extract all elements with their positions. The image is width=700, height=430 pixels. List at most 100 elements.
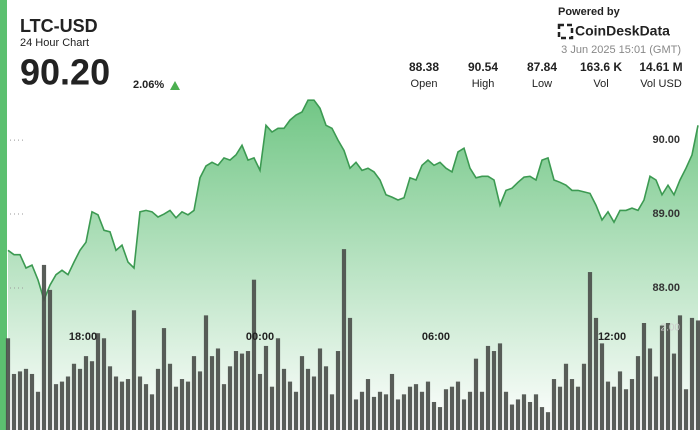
volume-bar: [161, 328, 167, 430]
volume-bar: [17, 371, 23, 430]
volume-bar: [215, 348, 221, 430]
volume-bar: [683, 389, 689, 430]
volume-bar: [233, 351, 239, 430]
volume-bar: [383, 394, 389, 430]
volume-bar: [599, 343, 605, 430]
change: 2.06%: [133, 79, 164, 91]
timestamp: 3 Jun 2025 15:01 (GMT): [561, 44, 681, 56]
volume-bar: [191, 356, 197, 430]
volume-bar: [677, 315, 683, 430]
volume-bar: [653, 376, 659, 430]
volume-bar: [251, 279, 257, 430]
y-tick-label: 90.00: [652, 134, 680, 146]
x-tick-label: 00:00: [246, 331, 274, 343]
volume-bar: [413, 384, 419, 430]
volume-bar: [83, 356, 89, 430]
volume-bar: [11, 373, 17, 430]
volume-bar: [569, 379, 575, 430]
volume-bar: [155, 368, 161, 430]
price-area: [8, 100, 698, 430]
x-tick-label: 12:00: [598, 331, 626, 343]
volume-bar: [647, 348, 653, 430]
volume-bar: [35, 391, 41, 430]
volume-bar: [407, 386, 413, 430]
stats: 88.38 Open 90.54 High 87.84 Low 163.6 K Vol 14.6…: [409, 60, 683, 90]
volume-bar: [65, 376, 71, 430]
volume-bar: [275, 338, 281, 430]
volume-bar: [617, 371, 623, 430]
plot: 88.00 89.00 90.00 2.00 18:00 00:00 06:00 12:00: [5, 99, 700, 430]
volume-bar: [281, 368, 287, 430]
volume-bar: [353, 399, 359, 430]
volume-bar: [113, 376, 119, 430]
stat-value: 90.54: [468, 60, 498, 74]
volume-bar: [521, 394, 527, 430]
volume-bar: [203, 315, 209, 430]
volume-bar: [185, 381, 191, 430]
volume-bar: [473, 358, 479, 430]
stat-label: High: [472, 78, 495, 90]
brand-logo: [557, 23, 574, 40]
volume-bar: [347, 317, 353, 430]
powered-by: Powered by: [558, 6, 621, 18]
volume-bar: [497, 343, 503, 430]
stat-label: Low: [532, 78, 552, 90]
volume-bar: [491, 351, 497, 430]
volume-bar: [503, 391, 509, 430]
volume-bar: [269, 386, 275, 430]
y-tick-label: 89.00: [652, 208, 680, 220]
volume-bar: [611, 386, 617, 430]
up-arrow: [170, 81, 180, 90]
volume-bar: [389, 373, 395, 430]
volume-bar: [41, 264, 47, 430]
volume-bar: [575, 386, 581, 430]
volume-bar: [131, 310, 137, 430]
stat-label: Open: [411, 78, 438, 90]
volume-bar: [359, 391, 365, 430]
volume-bar: [341, 249, 347, 430]
volume-bar: [695, 320, 700, 430]
volume-bar: [119, 381, 125, 430]
stat-label: Vol USD: [640, 78, 682, 90]
volume-bar: [59, 381, 65, 430]
volume-bar: [623, 389, 629, 430]
x-tick-label: 06:00: [422, 331, 450, 343]
volume-bar: [401, 394, 407, 430]
volume-bar: [335, 351, 341, 430]
volume-bar: [71, 363, 77, 430]
volume-bar: [179, 379, 185, 430]
volume-bar: [221, 384, 227, 430]
volume-bar: [317, 348, 323, 430]
volume-bar: [323, 366, 329, 430]
volume-bar: [101, 338, 107, 430]
volume-bar: [527, 401, 533, 430]
volume-bar: [305, 368, 311, 430]
volume-bar: [287, 381, 293, 430]
volume-bar: [545, 412, 551, 430]
volume-bar: [509, 404, 515, 430]
volume-bar: [167, 363, 173, 430]
volume-bar: [209, 356, 215, 430]
volume-bar: [455, 381, 461, 430]
volume-bar: [293, 391, 299, 430]
volume-bar: [515, 399, 521, 430]
volume-bar: [605, 381, 611, 430]
volume-bar: [311, 376, 317, 430]
volume-bar: [437, 407, 443, 430]
volume-bar: [47, 289, 53, 430]
volume-bar: [419, 391, 425, 430]
volume-bar: [149, 394, 155, 430]
volume-bar: [593, 317, 599, 430]
subtitle: 24 Hour Chart: [20, 37, 89, 49]
volume-bar: [461, 399, 467, 430]
volume-bar: [173, 386, 179, 430]
stat-value: 163.6 K: [580, 60, 622, 74]
volume-bar: [95, 333, 101, 430]
volume-bar: [89, 361, 95, 430]
volume-bar: [377, 391, 383, 430]
brand: CoinDeskData: [575, 23, 670, 39]
last-price: 90.20: [20, 52, 110, 93]
volume-bar: [257, 373, 263, 430]
stat-value: 87.84: [527, 60, 557, 74]
